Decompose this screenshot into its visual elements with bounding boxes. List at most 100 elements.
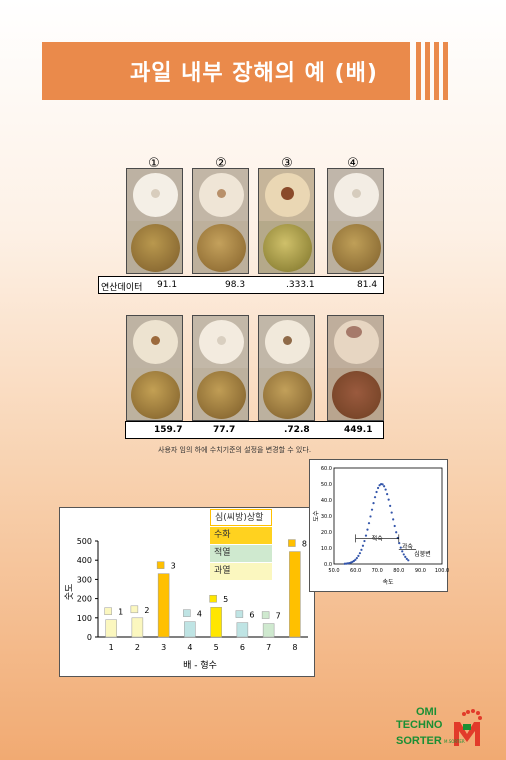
pear-photo-5 bbox=[126, 315, 183, 421]
data-point bbox=[367, 522, 371, 525]
bar-label-swatch bbox=[235, 610, 244, 618]
x-tick-label: 5 bbox=[214, 643, 219, 652]
pear-photo-3 bbox=[258, 168, 315, 274]
data-value: 159.7 bbox=[154, 425, 183, 435]
distribution-chart: 0.0 10.0 20.0 30.0 40.0 50.0 60.0 50.0 60.0 70.0 8… bbox=[313, 466, 449, 586]
title-stripe bbox=[434, 42, 439, 100]
legend-item-4: 과열 bbox=[210, 563, 272, 580]
data-point bbox=[373, 496, 377, 499]
bar bbox=[105, 619, 117, 638]
bar bbox=[236, 622, 249, 638]
data-point bbox=[402, 553, 405, 556]
annotation-label: 적숙 bbox=[372, 534, 384, 542]
data-point bbox=[361, 544, 365, 547]
x-tick-label: 100.0 bbox=[435, 568, 449, 574]
title-stripe bbox=[416, 42, 421, 100]
pear-photo-4 bbox=[327, 168, 384, 274]
pear-photo-8 bbox=[327, 315, 384, 421]
plot-frame bbox=[333, 467, 443, 565]
bar-label-swatch bbox=[156, 561, 165, 569]
data-point bbox=[357, 554, 360, 557]
data-point bbox=[375, 490, 378, 494]
data-point bbox=[358, 552, 362, 555]
y-tick-label: 10.0 bbox=[321, 546, 332, 552]
bar-label-swatch bbox=[288, 539, 296, 547]
x-tick-label: 80.0 bbox=[393, 568, 404, 574]
page-title: 과일 내부 장해의 예 (배) bbox=[130, 61, 378, 86]
logo-subtext: M.SORTER bbox=[444, 739, 465, 744]
pear-photo-2 bbox=[192, 168, 249, 274]
x-tick-label: 1 bbox=[109, 643, 114, 652]
distribution-chart-panel: 0.0 10.0 20.0 30.0 40.0 50.0 60.0 50.0 60.0 70.0 8… bbox=[309, 459, 449, 592]
y-tick-label: 50.0 bbox=[321, 482, 332, 488]
x-tick-label: 3 bbox=[161, 643, 166, 652]
data-point bbox=[360, 548, 363, 551]
bar-label-swatch bbox=[209, 594, 217, 603]
settings-note: 사용자 임의 하에 수치기준의 설정을 변경할 수 있다. bbox=[158, 446, 312, 454]
x-axis-label: 배 - 형수 bbox=[183, 660, 217, 671]
data-value: .333.1 bbox=[286, 280, 315, 290]
bar-chart-panel: 0 100 200 300 400 500 1 1 2 2 3 3 4 4 5 5 6 6 7 7 8 8 숫도 배 - 형수… bbox=[59, 507, 315, 677]
data-point bbox=[405, 557, 408, 560]
data-point bbox=[355, 556, 358, 560]
x-tick-label: 8 bbox=[292, 643, 297, 652]
data-point bbox=[404, 555, 407, 558]
bar bbox=[131, 617, 144, 638]
x-axis-label: 속도 bbox=[382, 578, 394, 586]
data-value: 81.4 bbox=[357, 280, 378, 290]
bar bbox=[157, 573, 170, 638]
data-point bbox=[376, 486, 380, 490]
annotation-label: 심붕변 bbox=[414, 550, 431, 558]
x-tick-label: 7 bbox=[266, 643, 271, 652]
bar-chart: 0 100 200 300 400 500 1 1 2 2 3 3 4 4 5 5 6 6 7 7 8 8 숫도배 - 형수 bbox=[64, 537, 308, 671]
x-tick-label: 50.0 bbox=[328, 568, 339, 574]
data-point bbox=[392, 518, 395, 521]
sample-number-3: ③ bbox=[281, 156, 293, 171]
bar-label: 7 bbox=[276, 612, 281, 621]
legend-item-1: 심(씨방)상할 bbox=[210, 509, 272, 526]
y-tick-label: 60.0 bbox=[321, 466, 332, 472]
bar bbox=[210, 606, 222, 638]
data-point bbox=[389, 504, 392, 508]
data-point bbox=[398, 542, 401, 545]
data-point bbox=[401, 550, 404, 553]
pear-photo-6 bbox=[192, 315, 249, 421]
title-stripe bbox=[443, 42, 448, 100]
data-point bbox=[383, 485, 386, 488]
sample-number-2: ② bbox=[215, 156, 227, 171]
data-point bbox=[378, 484, 381, 487]
x-tick-label: 6 bbox=[240, 643, 245, 652]
bar-label: 3 bbox=[171, 562, 176, 571]
title-stripe bbox=[425, 42, 430, 100]
data-point bbox=[352, 559, 355, 563]
sample-number-1: ① bbox=[148, 156, 160, 171]
y-tick-label: 400 bbox=[77, 556, 92, 565]
bar-label-swatch bbox=[183, 609, 191, 617]
data-point bbox=[386, 493, 389, 496]
x-tick-label: 2 bbox=[135, 643, 140, 652]
y-tick-label: 0 bbox=[87, 633, 92, 642]
bar-label: 8 bbox=[302, 540, 307, 549]
data-point bbox=[384, 488, 387, 491]
data-point bbox=[395, 531, 398, 534]
y-axis-label: 숫도 bbox=[64, 584, 75, 601]
logo-text-techno: TECHNO bbox=[396, 719, 443, 731]
y-tick-label: 200 bbox=[77, 595, 92, 604]
bar bbox=[184, 621, 196, 638]
data-point bbox=[366, 528, 369, 531]
data-value: 91.1 bbox=[157, 280, 178, 290]
data-point bbox=[369, 515, 372, 518]
bar-label-swatch bbox=[261, 611, 270, 619]
x-tick-label: 70.0 bbox=[372, 568, 383, 574]
data-value: 449.1 bbox=[344, 425, 373, 435]
y-tick-label: 100 bbox=[77, 614, 92, 623]
x-tick-label: 4 bbox=[187, 643, 192, 652]
omi-techno-sorter-logo: OMI TECHNO SORTER M.SORTER bbox=[396, 706, 486, 754]
bar-label: 2 bbox=[144, 606, 149, 615]
data-row-2: 159.7 77.7 .72.8 449.1 bbox=[125, 421, 384, 439]
data-point bbox=[390, 511, 393, 514]
bar-label: 6 bbox=[249, 611, 254, 620]
logo-text-sorter: SORTER bbox=[396, 735, 442, 747]
pear-photo-1 bbox=[126, 168, 183, 274]
data-point bbox=[372, 502, 375, 505]
